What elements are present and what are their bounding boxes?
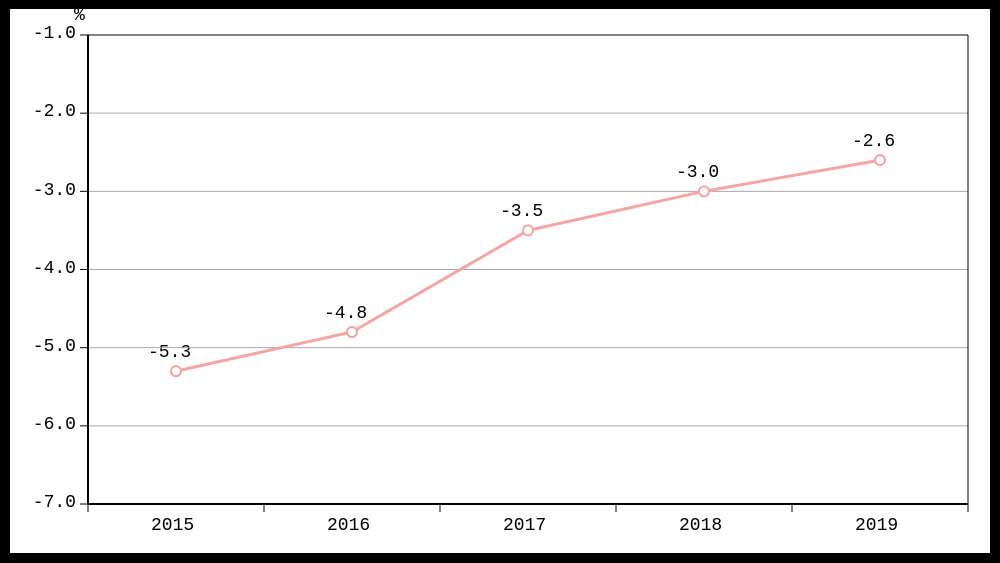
series-layer <box>0 0 1000 563</box>
